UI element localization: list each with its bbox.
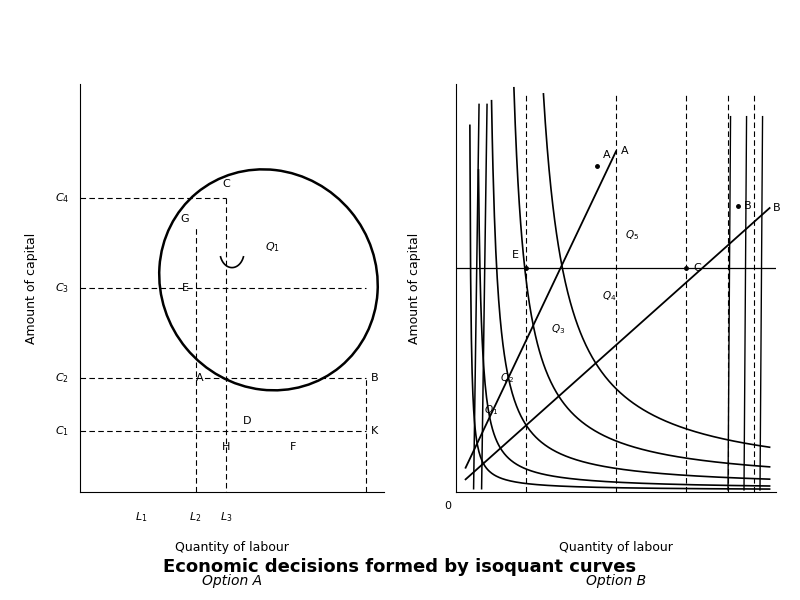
Text: Amount of capital: Amount of capital [408,232,421,344]
Text: 0: 0 [445,501,451,511]
Text: Quantity of labour: Quantity of labour [175,541,289,554]
Text: $C_{2}$: $C_{2}$ [55,371,70,385]
Text: F: F [290,442,296,452]
Text: A: A [196,373,204,383]
Text: D: D [243,416,251,425]
Text: Amount of capital: Amount of capital [25,232,38,344]
Text: B: B [773,203,781,213]
Text: E: E [182,283,188,293]
Text: Economic decisions formed by isoquant curves: Economic decisions formed by isoquant cu… [163,558,637,576]
Text: E: E [512,250,518,260]
Text: K: K [370,426,378,436]
Text: $C_{4}$: $C_{4}$ [55,191,70,205]
Text: $Q_3$: $Q_3$ [551,322,566,335]
Text: C: C [694,263,702,272]
Text: G: G [181,214,189,224]
Text: Quantity of labour: Quantity of labour [559,541,673,554]
Text: H: H [222,442,230,452]
Text: $L_{3}$: $L_{3}$ [220,511,232,524]
Text: B: B [743,202,751,211]
Text: $C_{3}$: $C_{3}$ [55,281,70,295]
Text: $Q_2$: $Q_2$ [500,371,514,385]
Text: $Q_1$: $Q_1$ [484,403,498,418]
Text: $L_{2}$: $L_{2}$ [190,511,202,524]
Text: $L_{1}$: $L_{1}$ [134,511,147,524]
Text: A: A [602,151,610,160]
Text: $Q_4$: $Q_4$ [602,289,617,303]
Text: A: A [621,146,629,157]
Text: Option A: Option A [202,574,262,587]
Text: $Q_5$: $Q_5$ [625,228,639,242]
Text: Option B: Option B [586,574,646,587]
Text: $Q_1$: $Q_1$ [266,240,281,254]
Text: B: B [370,373,378,383]
Text: C: C [222,179,230,189]
Text: $C_{1}$: $C_{1}$ [55,424,70,438]
